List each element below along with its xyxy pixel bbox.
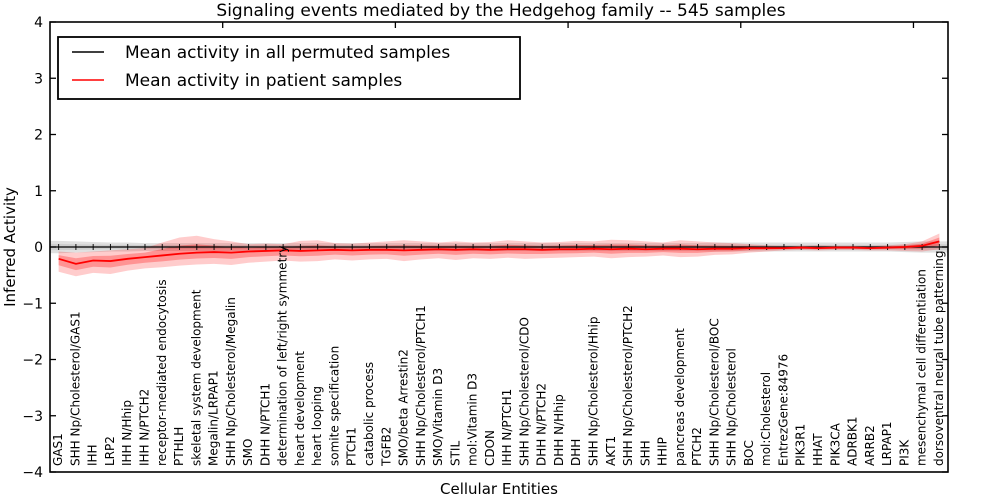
x-category-label: DHH xyxy=(569,439,583,466)
patient-mean-line xyxy=(58,240,940,265)
x-category-label: mol:Vitamin D3 xyxy=(466,373,480,466)
x-category-label: SMO/Vitamin D3 xyxy=(431,368,445,466)
x-category-label: IHH N/Hhip xyxy=(120,400,134,466)
x-category-label: pancreas development xyxy=(673,328,687,466)
y-tick-label: −3 xyxy=(22,409,43,425)
y-tick-label: −4 xyxy=(22,465,43,481)
x-category-label: DHH N/PTCH2 xyxy=(535,383,549,466)
x-category-label: SHH Np/Cholesterol/Hhip xyxy=(586,317,600,466)
x-category-label: CDON xyxy=(483,430,497,466)
x-category-label: heart development xyxy=(293,351,307,466)
x-category-label: DHH N/Hhip xyxy=(552,394,566,466)
y-tick-label: 3 xyxy=(34,71,43,87)
y-axis-label: Inferred Activity xyxy=(1,187,19,307)
y-tick-label: 1 xyxy=(34,184,43,200)
x-category-label: SHH Np/Cholesterol/GAS1 xyxy=(68,311,82,466)
x-category-label: STIL xyxy=(448,441,462,466)
x-category-label: skeletal system development xyxy=(189,289,203,466)
x-category-label: mol:Cholesterol xyxy=(759,372,773,466)
x-category-label: determination of left/right symmetry xyxy=(276,246,290,466)
x-category-label: PI3K xyxy=(897,439,911,466)
x-category-label: SMO/beta Arrestin2 xyxy=(397,349,411,466)
x-category-label: Megalin/LRPAP1 xyxy=(207,370,221,466)
legend: Mean activity in all permuted samples Me… xyxy=(57,36,521,100)
x-category-label: SHH Np/Cholesterol/PTCH2 xyxy=(621,305,635,466)
x-category-label: receptor-mediated endocytosis xyxy=(155,279,169,466)
plot-border xyxy=(49,21,949,473)
y-tick-label: 0 xyxy=(34,240,43,256)
x-category-label: IHH N/PTCH1 xyxy=(500,389,514,466)
x-category-label: TGFB2 xyxy=(379,427,393,467)
band-outer-patient xyxy=(58,233,940,277)
x-category-label: PTCH1 xyxy=(345,427,359,466)
x-category-label: HHAT xyxy=(811,433,825,466)
y-tick-label: −2 xyxy=(22,353,43,369)
x-category-label: SHH Np/Cholesterol xyxy=(725,348,739,466)
x-category-label: IHH xyxy=(86,444,100,466)
y-tick-label: −1 xyxy=(22,296,43,312)
x-category-label: HHIP xyxy=(656,437,670,466)
band-inner-patient xyxy=(58,237,940,271)
x-category-label: PIK3R1 xyxy=(794,424,808,466)
x-category-label: DHH N/PTCH1 xyxy=(258,383,272,466)
y-tick-label: 2 xyxy=(34,128,43,144)
x-category-label: SHH Np/Cholesterol/BOC xyxy=(707,318,721,466)
x-category-label: PTHLH xyxy=(172,427,186,466)
x-axis-label: Cellular Entities xyxy=(440,480,558,498)
x-category-label: EntrezGene:84976 xyxy=(776,354,790,466)
x-category-label: SHH xyxy=(638,440,652,466)
x-category-label: ADRBK1 xyxy=(846,416,860,466)
x-category-label: GAS1 xyxy=(51,433,65,466)
x-category-label: somite specification xyxy=(327,346,341,466)
x-category-label: ARRB2 xyxy=(863,425,877,466)
legend-label-permuted: Mean activity in all permuted samples xyxy=(125,43,450,63)
x-category-label: SHH Np/Cholesterol/PTCH1 xyxy=(414,305,428,466)
x-category-label: heart looping xyxy=(310,386,324,466)
legend-label-patient: Mean activity in patient samples xyxy=(125,71,402,91)
x-category-label: dorsoventral neural tube patterning xyxy=(932,250,946,466)
x-category-label: mesenchymal cell differentiation xyxy=(915,269,929,466)
x-category-label: PIK3CA xyxy=(828,422,842,466)
page-title: Signaling events mediated by the Hedgeho… xyxy=(216,1,785,21)
plot-layers: 4 3 2 1 0 −1 −2 −3 −4 GAS1 SHH Np/Cholesterol/GAS1… xyxy=(22,15,948,481)
y-tick-label: 4 xyxy=(34,15,43,31)
x-category-label: AKT1 xyxy=(604,436,618,466)
x-category-label: IHH N/PTCH2 xyxy=(137,389,151,466)
legend-box xyxy=(57,36,521,100)
x-category-label: PTCH2 xyxy=(690,427,704,466)
x-category-label: LRP2 xyxy=(103,436,117,466)
x-category-label: SMO xyxy=(241,439,255,466)
x-category-label: LRPAP1 xyxy=(880,421,894,466)
x-category-label: BOC xyxy=(742,440,756,466)
x-category-label: catabolic process xyxy=(362,362,376,466)
x-category-label: SHH Np/Cholesterol/CDO xyxy=(517,317,531,466)
x-category-label: SHH Np/Cholesterol/Megalin xyxy=(224,297,238,466)
